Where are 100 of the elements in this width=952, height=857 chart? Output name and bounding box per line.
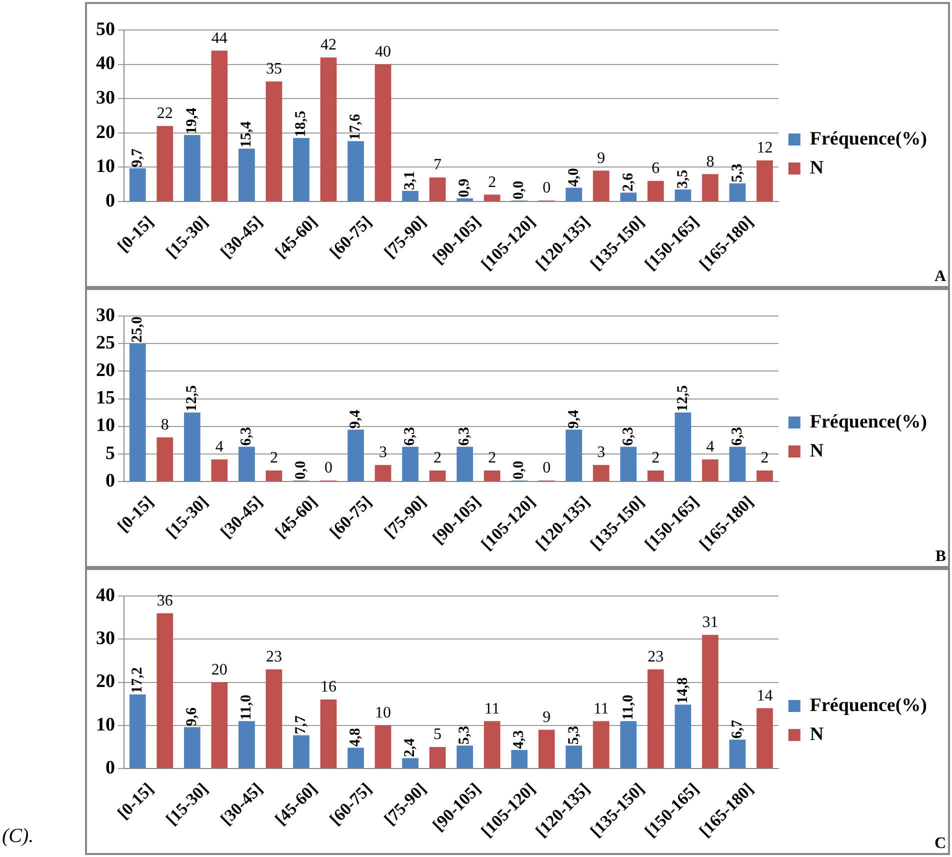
data-label: 4	[706, 438, 714, 456]
data-label: 5	[434, 726, 442, 744]
data-label: 10	[375, 704, 392, 722]
bar	[184, 727, 200, 768]
data-label: 4,0	[566, 168, 582, 187]
data-label: 23	[266, 648, 282, 666]
legend-label: N	[810, 157, 824, 178]
data-label: 3	[379, 444, 388, 462]
data-label: 9	[542, 708, 551, 726]
data-label: 19,4	[184, 107, 200, 134]
bar	[211, 50, 228, 202]
data-label: 23	[648, 648, 664, 666]
bar	[429, 746, 446, 768]
bar	[484, 721, 500, 768]
bar	[648, 180, 664, 202]
bar	[592, 464, 610, 482]
y-tick-label: 30	[96, 88, 115, 109]
data-label: 20	[211, 661, 228, 678]
y-tick-label: 10	[96, 415, 115, 436]
data-label: 7	[434, 156, 442, 174]
bar	[702, 634, 718, 768]
bar	[674, 412, 692, 482]
y-tick-label: 0	[106, 757, 115, 778]
data-label: 2,6	[620, 172, 636, 192]
data-label: 9,4	[566, 409, 582, 429]
data-label: 11	[593, 700, 609, 718]
bar	[238, 148, 255, 202]
data-label: 44	[211, 30, 228, 47]
legend-label: N	[810, 440, 824, 462]
data-label: 4	[215, 438, 224, 456]
y-tick-label: 0	[106, 470, 115, 492]
bar	[429, 177, 446, 202]
data-label: 7,7	[293, 715, 310, 734]
data-label: 17,6	[348, 113, 364, 140]
y-tick-label: 10	[96, 714, 115, 736]
bar	[592, 721, 610, 768]
bar	[456, 746, 473, 768]
bar	[129, 694, 146, 768]
bar	[129, 344, 146, 482]
data-label: 6,3	[456, 427, 473, 446]
legend-label: Fréquence(%)	[810, 694, 928, 716]
data-label: 12,5	[184, 385, 200, 412]
data-label: 12	[756, 140, 773, 157]
y-tick-label: 30	[96, 304, 115, 326]
data-label: 25,0	[130, 316, 146, 343]
data-label: 6,3	[402, 427, 418, 446]
data-label: 0	[542, 460, 551, 477]
bar	[620, 192, 637, 202]
legend-label: Fréquence(%)	[810, 411, 928, 432]
data-label: 9,4	[348, 409, 364, 429]
bar	[266, 669, 282, 768]
data-label: 11,0	[620, 694, 636, 720]
data-label: 0	[542, 180, 551, 197]
bar	[756, 708, 773, 768]
bar	[156, 613, 174, 768]
bar	[211, 459, 228, 482]
data-label: 2	[488, 174, 496, 191]
bar	[729, 740, 746, 768]
y-tick-label: 15	[96, 388, 115, 409]
data-label: 0,0	[511, 180, 528, 200]
y-tick-label: 20	[96, 360, 115, 382]
data-label: 11	[484, 700, 500, 718]
data-label: 31	[702, 614, 718, 632]
data-label: 35	[266, 60, 282, 78]
bar	[348, 430, 364, 482]
bar	[648, 669, 664, 768]
data-label: 15,4	[238, 120, 255, 148]
bar	[374, 725, 392, 768]
bar	[402, 446, 418, 482]
bar	[756, 160, 773, 202]
data-label: 2,4	[402, 738, 418, 758]
bar	[456, 198, 473, 202]
data-label: 6,3	[620, 427, 636, 446]
data-label: 8	[160, 416, 169, 434]
bar	[592, 170, 610, 202]
data-label: 40	[375, 44, 392, 61]
data-label: 12,5	[674, 385, 691, 412]
bar	[320, 57, 337, 202]
bar	[238, 446, 255, 482]
data-label: 11,0	[238, 694, 255, 720]
data-label: 0,9	[456, 178, 473, 198]
data-label: 4,8	[348, 728, 364, 747]
data-label: 9	[597, 150, 606, 167]
data-label: 6,7	[729, 719, 746, 739]
data-label: 2	[270, 450, 278, 467]
bar	[566, 430, 582, 482]
data-label: 2	[488, 450, 496, 467]
bar	[374, 464, 392, 482]
y-tick-label: 30	[96, 628, 115, 650]
data-label: 42	[320, 36, 336, 54]
bar	[348, 141, 364, 202]
bar	[266, 470, 282, 482]
data-label: 3,1	[402, 171, 418, 190]
bar	[456, 446, 473, 482]
bar	[184, 412, 200, 482]
data-label: 4,3	[511, 730, 528, 749]
bar	[620, 721, 637, 768]
bar	[566, 188, 582, 202]
data-label: 16	[320, 678, 336, 696]
bar	[484, 470, 500, 482]
